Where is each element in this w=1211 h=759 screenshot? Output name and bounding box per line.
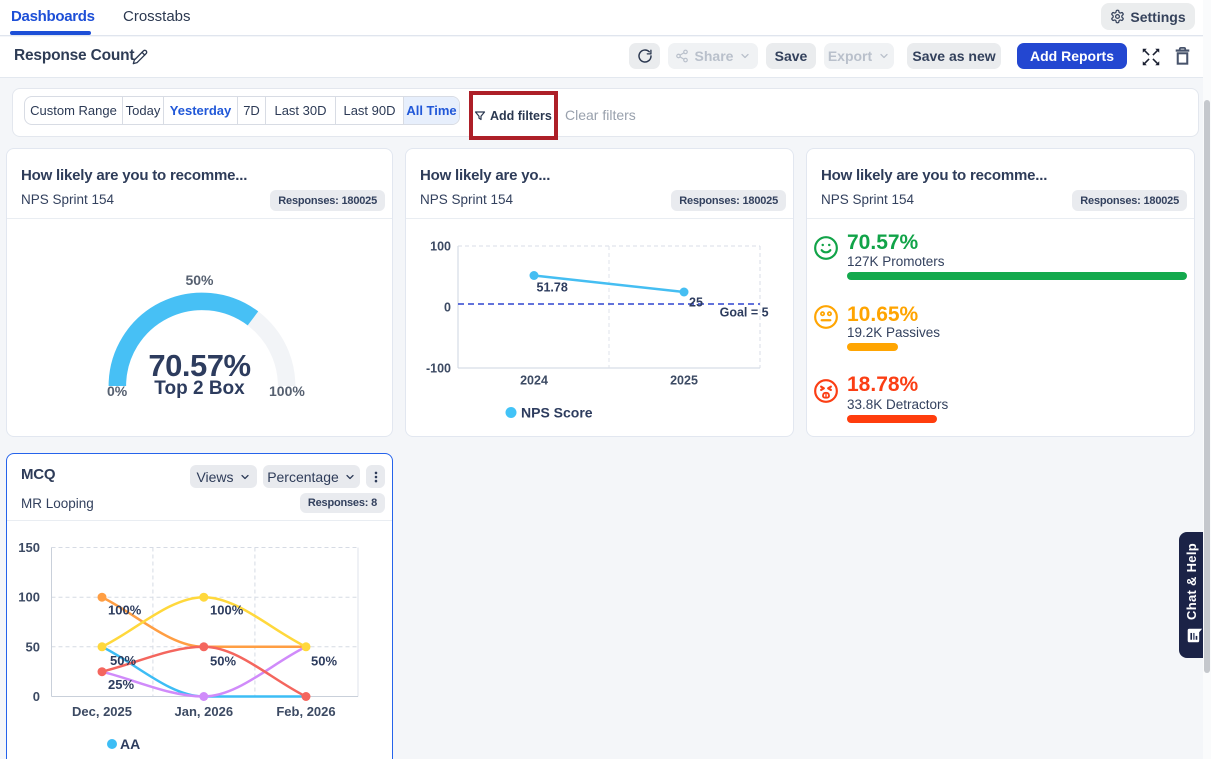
svg-text:25: 25 xyxy=(689,296,703,310)
svg-text:0: 0 xyxy=(33,689,40,704)
svg-text:100: 100 xyxy=(18,590,40,605)
svg-text:150: 150 xyxy=(18,540,40,555)
svg-text:50%: 50% xyxy=(311,654,337,669)
svg-text:100%: 100% xyxy=(108,603,142,618)
svg-text:AA: AA xyxy=(120,736,140,752)
svg-text:NPS Score: NPS Score xyxy=(521,405,593,421)
svg-text:2025: 2025 xyxy=(670,374,698,388)
svg-text:50: 50 xyxy=(26,639,40,654)
svg-text:50%: 50% xyxy=(210,654,236,669)
svg-text:Jan, 2026: Jan, 2026 xyxy=(175,704,234,719)
svg-text:25%: 25% xyxy=(108,677,134,692)
svg-text:Dec, 2025: Dec, 2025 xyxy=(72,704,132,719)
svg-text:100%: 100% xyxy=(210,603,244,618)
svg-text:2024: 2024 xyxy=(520,374,548,388)
svg-text:51.78: 51.78 xyxy=(537,281,568,295)
svg-text:50%: 50% xyxy=(110,653,136,668)
svg-text:Feb, 2026: Feb, 2026 xyxy=(276,704,335,719)
svg-text:Goal = 5: Goal = 5 xyxy=(720,306,769,320)
svg-text:-100: -100 xyxy=(426,362,451,376)
svg-text:0: 0 xyxy=(444,301,451,315)
svg-text:100: 100 xyxy=(430,240,451,254)
